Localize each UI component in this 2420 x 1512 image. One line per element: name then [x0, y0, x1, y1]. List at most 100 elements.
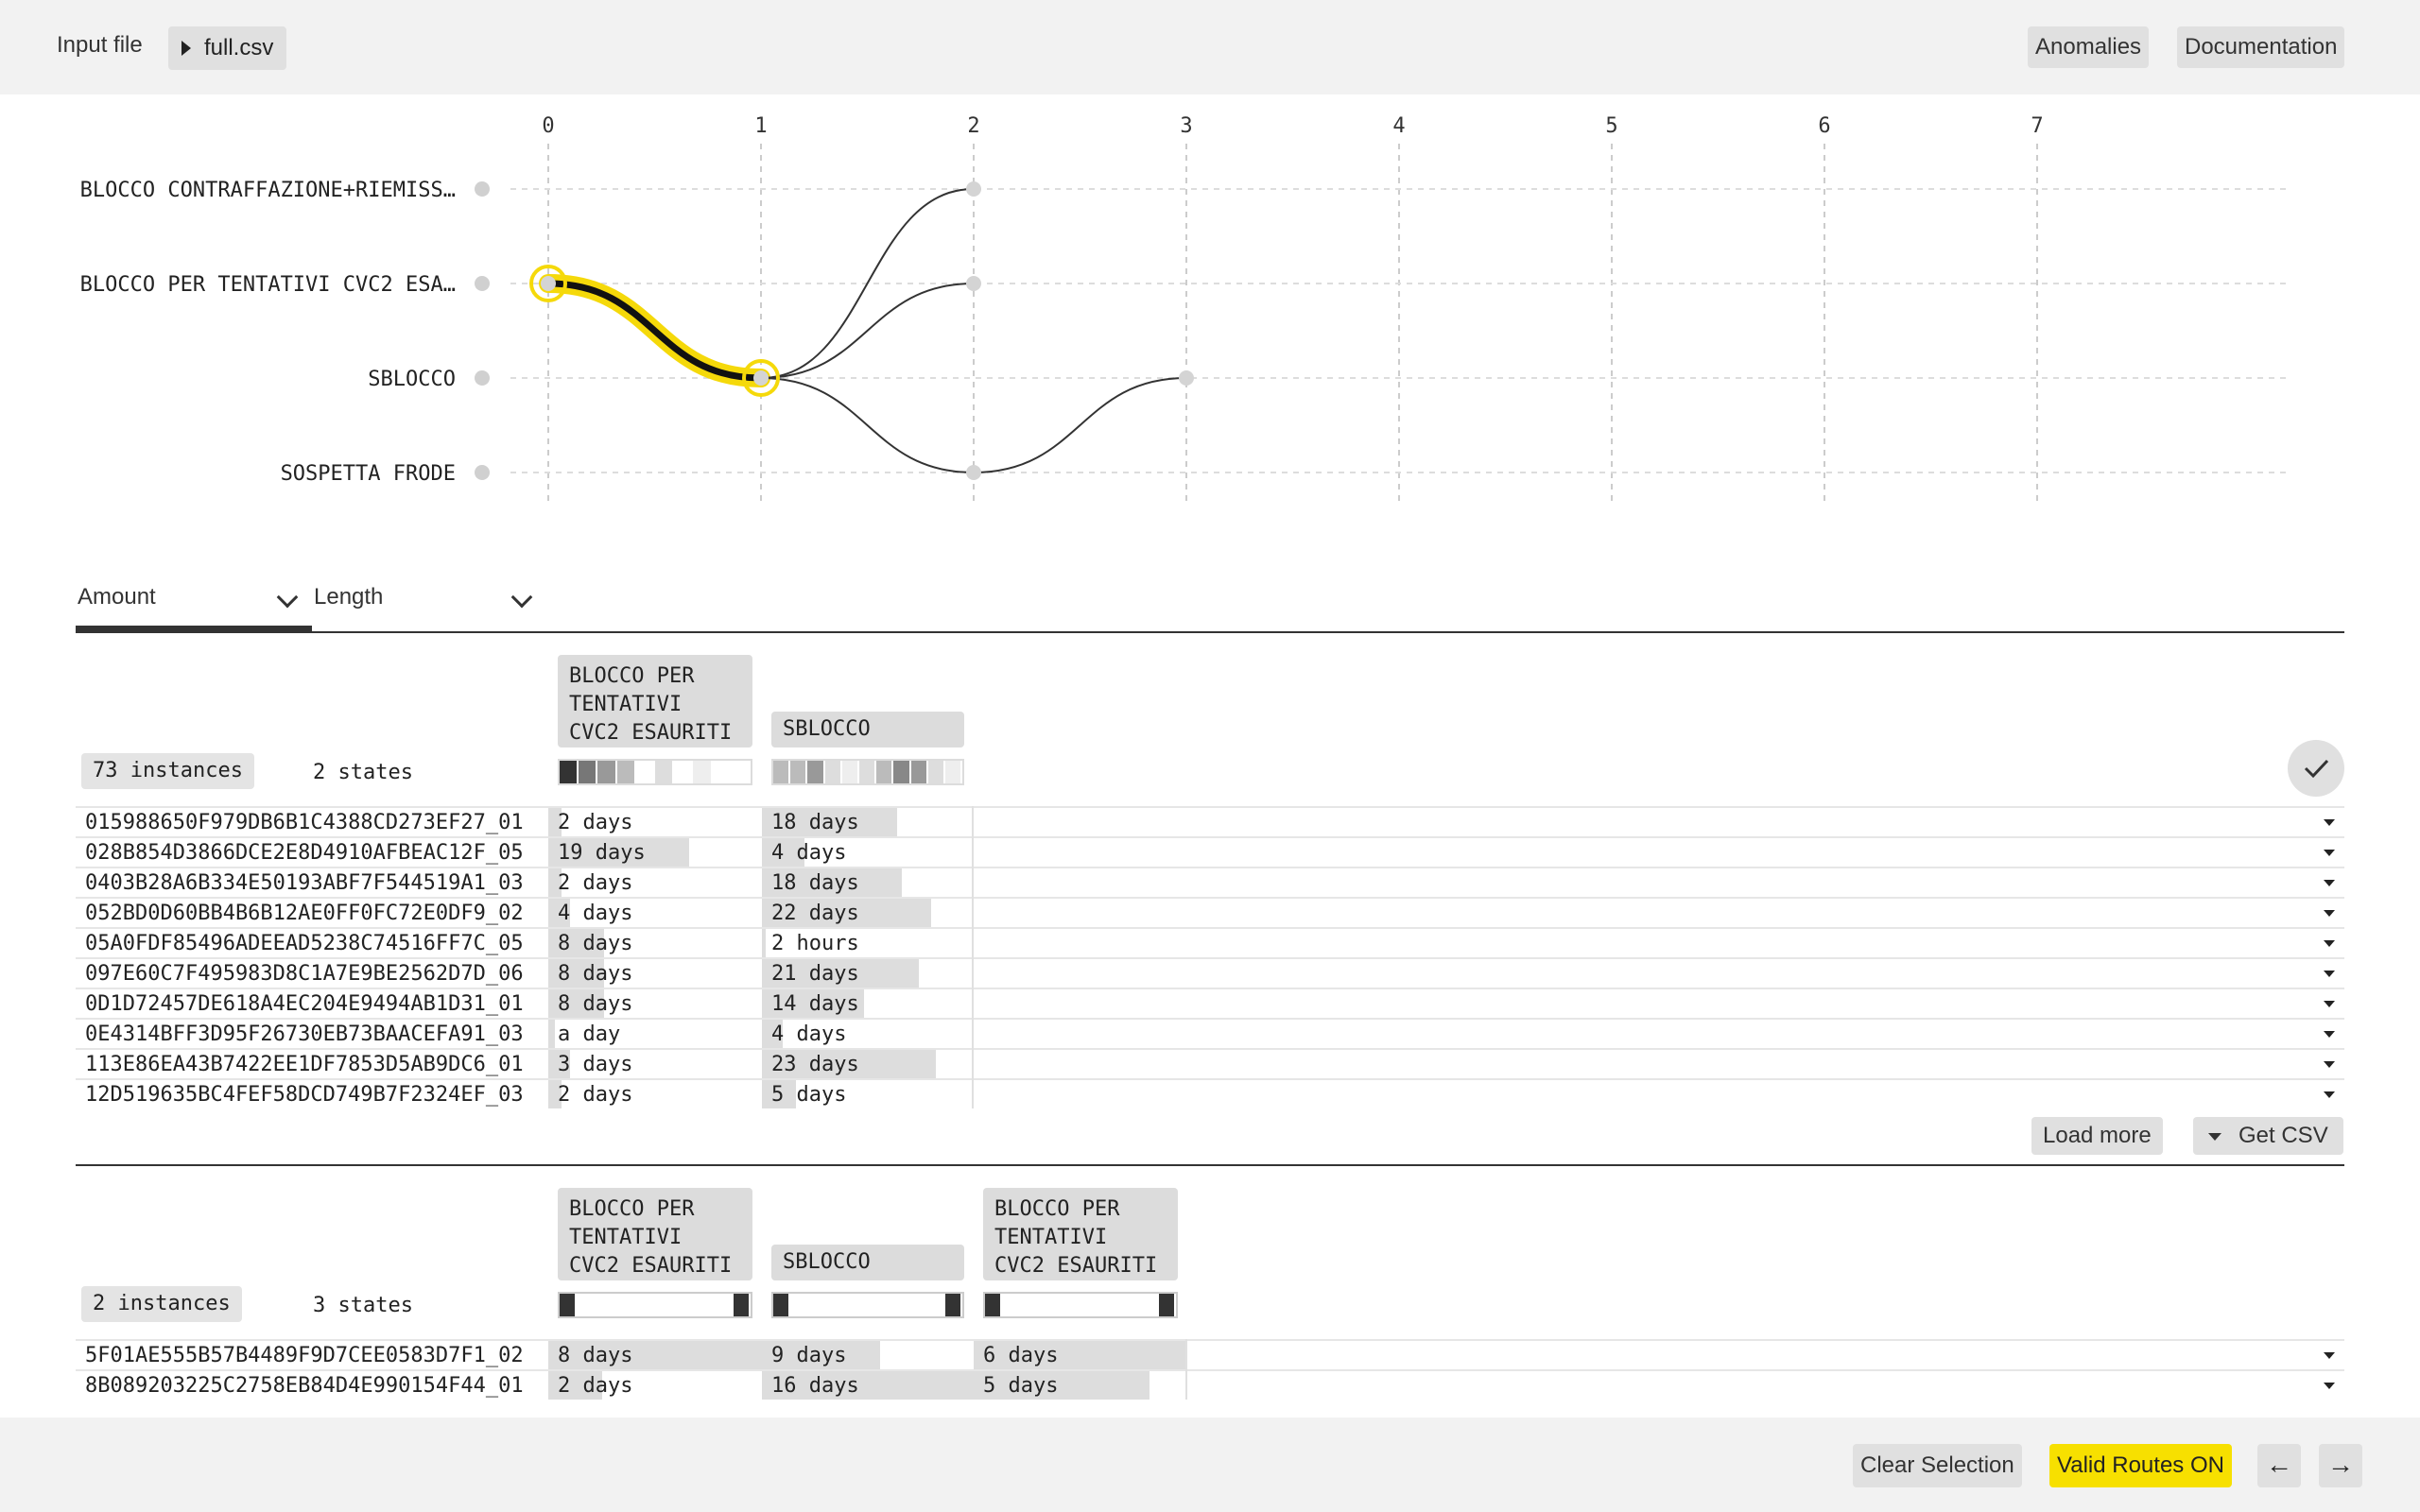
duration-bar — [762, 899, 931, 927]
expand-row-icon[interactable] — [2324, 1091, 2335, 1098]
tabs-divider — [76, 631, 2344, 633]
expand-row-icon[interactable] — [2324, 1061, 2335, 1068]
tab-amount-label: Amount — [78, 584, 156, 610]
table-row[interactable]: 05A0FDF85496ADEEAD5238C74516FF7C_05 8 day… — [76, 927, 2344, 957]
selected-node[interactable] — [541, 276, 556, 291]
load-more-button[interactable]: Load more — [2031, 1117, 2163, 1155]
duration-bar — [762, 989, 864, 1018]
duration-label: 18 days — [771, 871, 859, 895]
clear-selection-button[interactable]: Clear Selection — [1853, 1444, 2022, 1487]
column-label: 6 — [1818, 114, 1830, 138]
valid-routes-toggle[interactable]: Valid Routes ON — [2049, 1444, 2232, 1487]
state-dot[interactable] — [475, 370, 490, 386]
state-header: BLOCCO PER TENTATIVI CVC2 ESAURITI — [558, 655, 752, 747]
column-label: 2 — [967, 114, 979, 138]
duration-bar — [548, 929, 604, 957]
table-row[interactable]: 0E4314BFF3D95F26730EB73BAACEFA91_03 a day… — [76, 1018, 2344, 1048]
state-dot[interactable] — [475, 181, 490, 197]
duration-label: 18 days — [771, 811, 859, 834]
state-label[interactable]: SBLOCCO — [368, 368, 456, 391]
expand-row-icon[interactable] — [2324, 850, 2335, 856]
table-row[interactable]: 0403B28A6B334E50193ABF7F544519A1_03 2 day… — [76, 867, 2344, 897]
state-node[interactable] — [966, 465, 981, 480]
table-row[interactable]: 5F01AE555B57B4489F9D7CEE0583D7F1_02 8 day… — [76, 1339, 2344, 1369]
duration-label: 16 days — [771, 1374, 859, 1398]
duration-cell: 2 days — [548, 1080, 762, 1108]
transition-edge[interactable] — [760, 188, 975, 379]
duration-label: 8 days — [558, 1344, 633, 1367]
duration-cell: 18 days — [762, 808, 974, 836]
transition-edge[interactable] — [760, 377, 975, 473]
expand-row-icon[interactable] — [2324, 1352, 2335, 1359]
instances-badge[interactable]: 73 instances — [81, 753, 254, 789]
instance-id: 12D519635BC4FEF58DCD749B7F2324EF_03 — [85, 1083, 524, 1107]
next-icon[interactable]: → — [2319, 1444, 2362, 1487]
instances-badge[interactable]: 2 instances — [81, 1286, 242, 1322]
duration-cell: 8 days — [548, 1341, 762, 1369]
duration-cell: 5 days — [974, 1371, 1185, 1400]
expand-row-icon[interactable] — [2324, 910, 2335, 917]
expand-row-icon[interactable] — [2324, 880, 2335, 886]
table-row[interactable]: 015988650F979DB6B1C4388CD273EF27_01 2 day… — [76, 806, 2344, 836]
confirm-button[interactable] — [2288, 740, 2344, 797]
get-csv-button[interactable]: Get CSV — [2193, 1117, 2343, 1155]
state-transition-graph[interactable]: 0 1 2 3 4 5 6 7 BLOCCO CONTRAFFAZIONE+RIEMISS… BL… — [0, 94, 2420, 548]
state-header-label: BLOCCO PER TENTATIVI CVC2 ESAURITI — [994, 1197, 1158, 1278]
state-node[interactable] — [1179, 370, 1194, 386]
duration-cell: 16 days — [762, 1371, 974, 1400]
selected-route[interactable] — [547, 280, 762, 382]
transition-edge[interactable] — [760, 283, 975, 379]
instance-id: 0E4314BFF3D95F26730EB73BAACEFA91_03 — [85, 1022, 524, 1046]
duration-bar — [548, 868, 562, 897]
duration-label: 4 days — [771, 1022, 847, 1046]
state-dot[interactable] — [475, 276, 490, 291]
duration-label: 2 days — [558, 871, 633, 895]
expand-row-icon[interactable] — [2324, 819, 2335, 826]
selected-node[interactable] — [753, 370, 769, 386]
selected-node-ring[interactable] — [529, 265, 567, 302]
duration-bar — [762, 808, 897, 836]
table-row[interactable]: 028B854D3866DCE2E8D4910AFBEAC12F_05 19 da… — [76, 836, 2344, 867]
table-row[interactable]: 113E86EA43B7422EE1DF7853D5AB9DC6_01 3 day… — [76, 1048, 2344, 1078]
state-dot[interactable] — [475, 465, 490, 480]
top-bar: Input file full.csv Anomalies Documentat… — [0, 0, 2420, 94]
state-header-label: BLOCCO PER TENTATIVI CVC2 ESAURITI — [569, 1197, 733, 1278]
duration-label: 8 days — [558, 992, 633, 1016]
expand-row-icon[interactable] — [2324, 1031, 2335, 1038]
state-distribution-bar — [771, 1292, 964, 1318]
table-row[interactable]: 12D519635BC4FEF58DCD749B7F2324EF_03 2 day… — [76, 1078, 2344, 1108]
previous-icon[interactable]: ← — [2257, 1444, 2301, 1487]
table-row[interactable]: 8B089203225C2758EB84D4E990154F44_01 2 day… — [76, 1369, 2344, 1400]
state-label[interactable]: BLOCCO CONTRAFFAZIONE+RIEMISS… — [80, 179, 456, 202]
column-label: 7 — [2031, 114, 2043, 138]
duration-bar — [548, 808, 562, 836]
transition-edge[interactable] — [973, 377, 1187, 473]
state-label[interactable]: SOSPETTA FRODE — [281, 462, 456, 486]
table-row[interactable]: 097E60C7F495983D8C1A7E9BE2562D7D_06 8 day… — [76, 957, 2344, 988]
file-selector[interactable]: full.csv — [168, 26, 287, 70]
duration-label: 22 days — [771, 902, 859, 925]
table-row[interactable]: 052BD0D60BB4B6B12AE0FF0FC72E0DF9_02 4 day… — [76, 897, 2344, 927]
table-row[interactable]: 0D1D72457DE618A4EC204E9494AB1D31_01 8 day… — [76, 988, 2344, 1018]
state-header: BLOCCO PER TENTATIVI CVC2 ESAURITI — [558, 1188, 752, 1280]
tab-amount[interactable]: Amount — [78, 584, 299, 633]
duration-bar — [548, 1341, 762, 1369]
expand-row-icon[interactable] — [2324, 940, 2335, 947]
duration-label: 2 days — [558, 811, 633, 834]
state-node[interactable] — [966, 276, 981, 291]
duration-label: 5 days — [983, 1374, 1059, 1398]
documentation-button[interactable]: Documentation — [2177, 26, 2345, 68]
state-node[interactable] — [966, 181, 981, 197]
duration-bar — [762, 868, 902, 897]
anomalies-button[interactable]: Anomalies — [2028, 26, 2150, 68]
selected-node-ring[interactable] — [742, 359, 780, 397]
tab-length[interactable]: Length — [314, 584, 533, 633]
expand-row-icon[interactable] — [2324, 1383, 2335, 1389]
duration-bar — [548, 1080, 562, 1108]
duration-bar — [548, 1371, 602, 1400]
duration-cell: 19 days — [548, 838, 762, 867]
duration-label: 4 days — [558, 902, 633, 925]
expand-row-icon[interactable] — [2324, 1001, 2335, 1007]
expand-row-icon[interactable] — [2324, 971, 2335, 977]
state-label[interactable]: BLOCCO PER TENTATIVI CVC2 ESA… — [80, 273, 456, 297]
